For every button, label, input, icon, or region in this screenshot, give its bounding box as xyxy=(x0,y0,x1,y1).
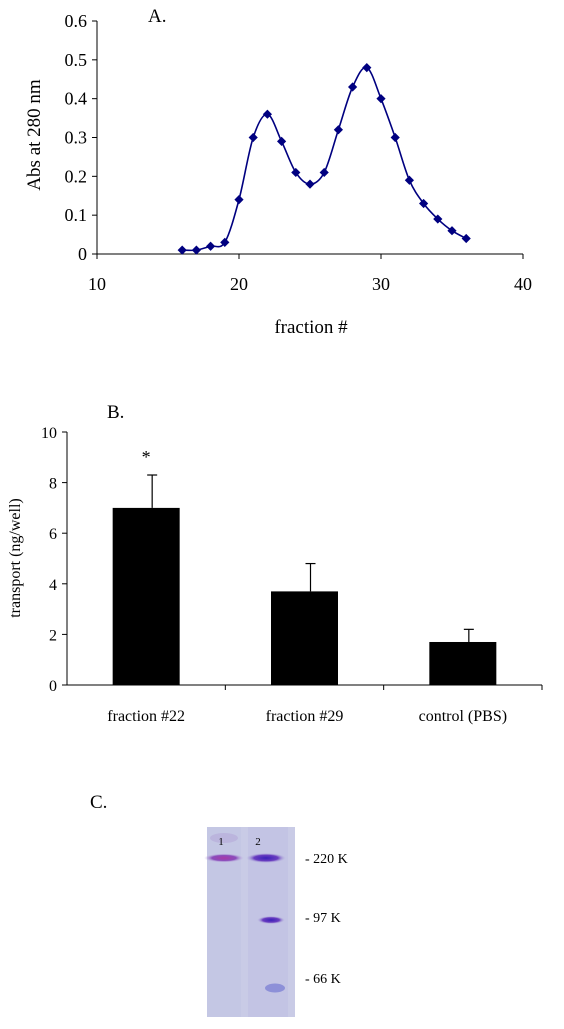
chart-a-data-point xyxy=(177,245,187,255)
chart-b-y-tick-label: 4 xyxy=(49,577,57,594)
gel-panel: C. 1 2 - 220 K - 97 K - 66 K xyxy=(90,792,348,1017)
gel-marker-220k: - 220 K xyxy=(305,852,348,867)
chart-a-x-tick-label: 20 xyxy=(230,274,248,294)
chart-b-category-label: control (PBS) xyxy=(419,708,507,725)
gel-band-lane1-220k xyxy=(204,853,244,863)
chart-a-data-point xyxy=(404,175,414,185)
chart-a-data-point xyxy=(348,82,358,92)
chart-a-data-point xyxy=(262,109,272,119)
chart-a-data-point xyxy=(419,198,429,209)
chart-a-data-point xyxy=(461,233,471,244)
chart-b-y-tick-label: 10 xyxy=(41,425,57,442)
chart-b-ylabel: transport (ng/well) xyxy=(7,498,24,618)
chart-a-data-point xyxy=(319,167,329,178)
chart-a-x-tick-label: 40 xyxy=(514,274,532,294)
chart-a-ylabel: Abs at 280 nm xyxy=(24,79,45,191)
panel-a-label: A. xyxy=(148,6,166,27)
chart-a-y-tick-label: 0 xyxy=(78,244,87,264)
chart-a-data-point xyxy=(234,195,244,205)
chart-a: A. Abs at 280 nm fraction # 0 0.1 0.2 0.3 0.… xyxy=(24,6,532,338)
chart-a-x-tick-label: 10 xyxy=(88,274,106,294)
chart-b-y-tick-label: 0 xyxy=(49,678,57,695)
chart-a-data-point xyxy=(220,237,230,247)
gel-marker-97k: - 97 K xyxy=(305,911,341,926)
gel-band-lane2-66k xyxy=(265,983,285,993)
chart-b-category-label: fraction #22 xyxy=(107,708,185,725)
gel-band-lane2-97k xyxy=(257,916,285,924)
chart-a-data-point xyxy=(305,179,315,189)
chart-a-y-tick-label: 0.6 xyxy=(65,11,88,31)
chart-a-series-line xyxy=(182,66,467,252)
chart-b-bar xyxy=(271,591,338,685)
chart-b-category-label: fraction #29 xyxy=(266,708,344,725)
chart-a-data-point xyxy=(362,63,372,73)
chart-b-y-tick-label: 8 xyxy=(49,476,57,493)
chart-a-data-point xyxy=(206,241,216,251)
chart-b-y-tick-label: 6 xyxy=(49,526,57,543)
chart-a-data-point xyxy=(291,167,301,178)
chart-a-data-point xyxy=(447,226,457,236)
gel-band-lane2-220k xyxy=(246,853,286,863)
chart-b-y-tick-label: 2 xyxy=(49,627,57,644)
chart-a-y-tick-label: 0.1 xyxy=(65,205,88,225)
gel-lane-label-1: 1 xyxy=(218,836,224,848)
chart-a-y-tick-label: 0.3 xyxy=(65,128,88,148)
gel-lane-label-2: 2 xyxy=(255,836,261,848)
chart-a-y-tick-label: 0.4 xyxy=(65,89,88,109)
chart-a-data-point xyxy=(376,94,386,104)
panel-c-label: C. xyxy=(90,792,107,813)
chart-a-x-tick-label: 30 xyxy=(372,274,390,294)
chart-a-data-point xyxy=(277,136,287,146)
chart-a-y-tick-label: 0.5 xyxy=(65,50,88,70)
chart-a-xlabel: fraction # xyxy=(274,317,348,338)
chart-b: B. transport (ng/well) 0 2 4 6 8 10 fraction … xyxy=(7,402,543,725)
gel-marker-66k: - 66 K xyxy=(305,972,341,987)
gel-smear-lane1 xyxy=(210,833,238,843)
chart-b-annotation: * xyxy=(142,447,151,467)
chart-b-bar xyxy=(429,641,497,685)
chart-a-data-point xyxy=(191,245,201,255)
chart-a-data-point xyxy=(433,214,443,224)
chart-a-data-point xyxy=(248,132,258,143)
panel-b-label: B. xyxy=(107,402,124,423)
chart-a-data-point xyxy=(390,132,400,143)
chart-a-y-tick-label: 0.2 xyxy=(65,166,88,186)
chart-a-data-point xyxy=(333,125,343,135)
chart-b-bar xyxy=(112,507,180,685)
